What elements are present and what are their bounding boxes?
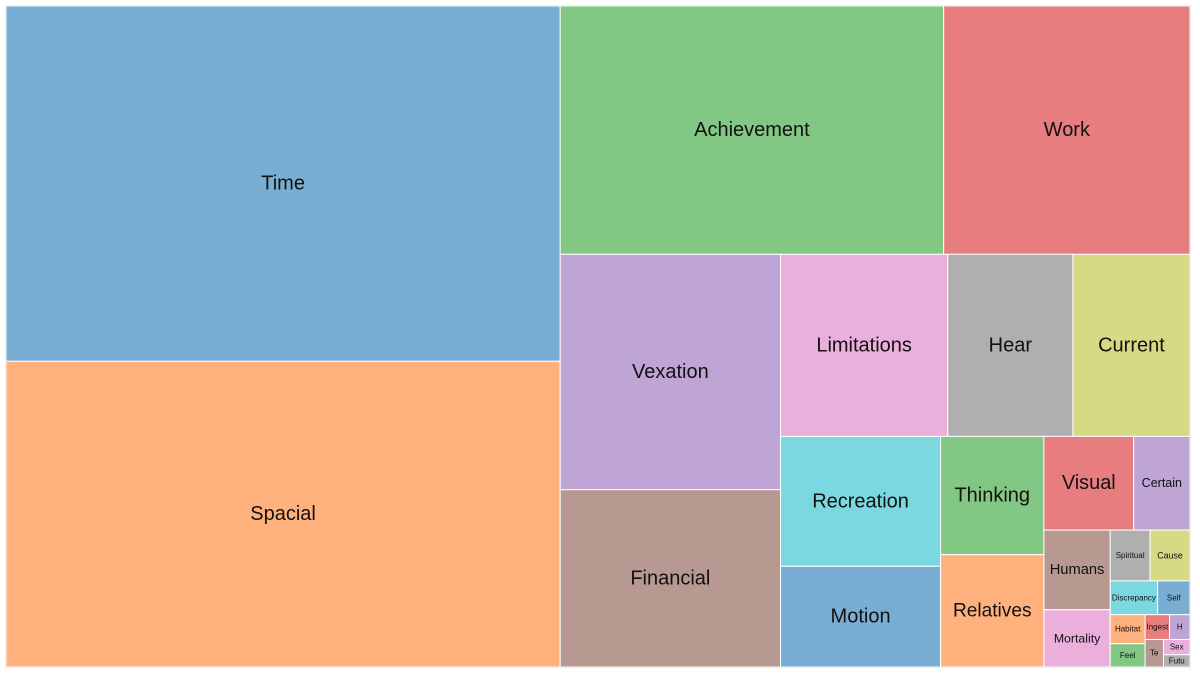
- treemap-cell-relatives[interactable]: [940, 554, 1045, 668]
- treemap-cell-habitat[interactable]: [1109, 614, 1146, 645]
- treemap-cell-visual[interactable]: [1043, 435, 1135, 531]
- treemap-cell-hear[interactable]: [947, 253, 1074, 437]
- treemap-cell-humans[interactable]: [1043, 529, 1111, 611]
- treemap-cell-current[interactable]: [1072, 253, 1191, 437]
- treemap-cell-feel[interactable]: [1109, 643, 1146, 668]
- treemap-cell-spiritual[interactable]: [1109, 529, 1151, 582]
- treemap-cell-work[interactable]: [943, 5, 1191, 255]
- treemap-cell-thinking[interactable]: [940, 435, 1045, 556]
- treemap-cell-mortality[interactable]: [1043, 609, 1111, 668]
- treemap-cell-sex[interactable]: [1162, 638, 1191, 656]
- treemap-cell-certain[interactable]: [1133, 435, 1191, 531]
- treemap-cell-self[interactable]: [1157, 580, 1191, 616]
- treemap-cell-cause[interactable]: [1149, 529, 1191, 582]
- treemap-cell-financial[interactable]: [559, 489, 781, 668]
- treemap-cell-h[interactable]: [1169, 614, 1191, 640]
- treemap-cell-ingest[interactable]: [1144, 614, 1171, 640]
- treemap-cell-discrepancy[interactable]: [1109, 580, 1159, 616]
- treemap-cell-motion[interactable]: [779, 565, 942, 668]
- treemap-cell-time[interactable]: [5, 5, 561, 362]
- treemap-cell-achievement[interactable]: [559, 5, 945, 255]
- treemap-cell-limitations[interactable]: [779, 253, 949, 437]
- treemap-cell-futu[interactable]: [1162, 654, 1191, 668]
- treemap-cell-spacial[interactable]: [5, 360, 561, 668]
- treemap-cell-te[interactable]: [1144, 638, 1164, 668]
- treemap-cell-vexation[interactable]: [559, 253, 781, 491]
- treemap-cell-recreation[interactable]: [779, 435, 942, 567]
